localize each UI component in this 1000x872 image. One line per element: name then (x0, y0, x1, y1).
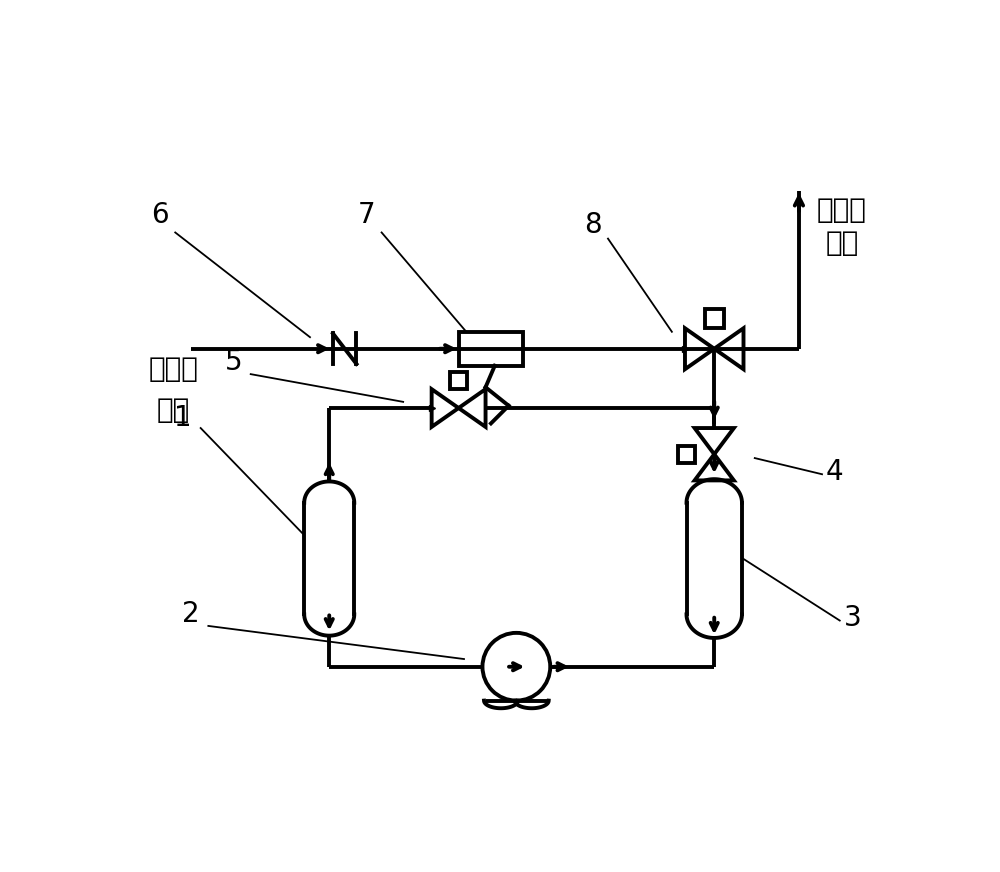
Text: 5: 5 (225, 348, 243, 376)
Bar (678, 446, 695, 463)
Bar (459, 331, 523, 365)
Text: 2: 2 (182, 600, 199, 628)
Bar (450, 371, 467, 389)
Text: 排气管: 排气管 (149, 355, 199, 383)
Text: 8: 8 (585, 211, 602, 239)
Text: 入口: 入口 (157, 397, 190, 425)
Text: 出口: 出口 (825, 229, 859, 257)
Text: 4: 4 (826, 458, 843, 486)
Text: 1: 1 (174, 404, 192, 432)
Text: 7: 7 (357, 201, 375, 229)
Bar (705, 310, 724, 328)
Text: 3: 3 (844, 604, 862, 632)
Text: 排气管: 排气管 (817, 196, 867, 224)
Text: 6: 6 (151, 201, 169, 229)
